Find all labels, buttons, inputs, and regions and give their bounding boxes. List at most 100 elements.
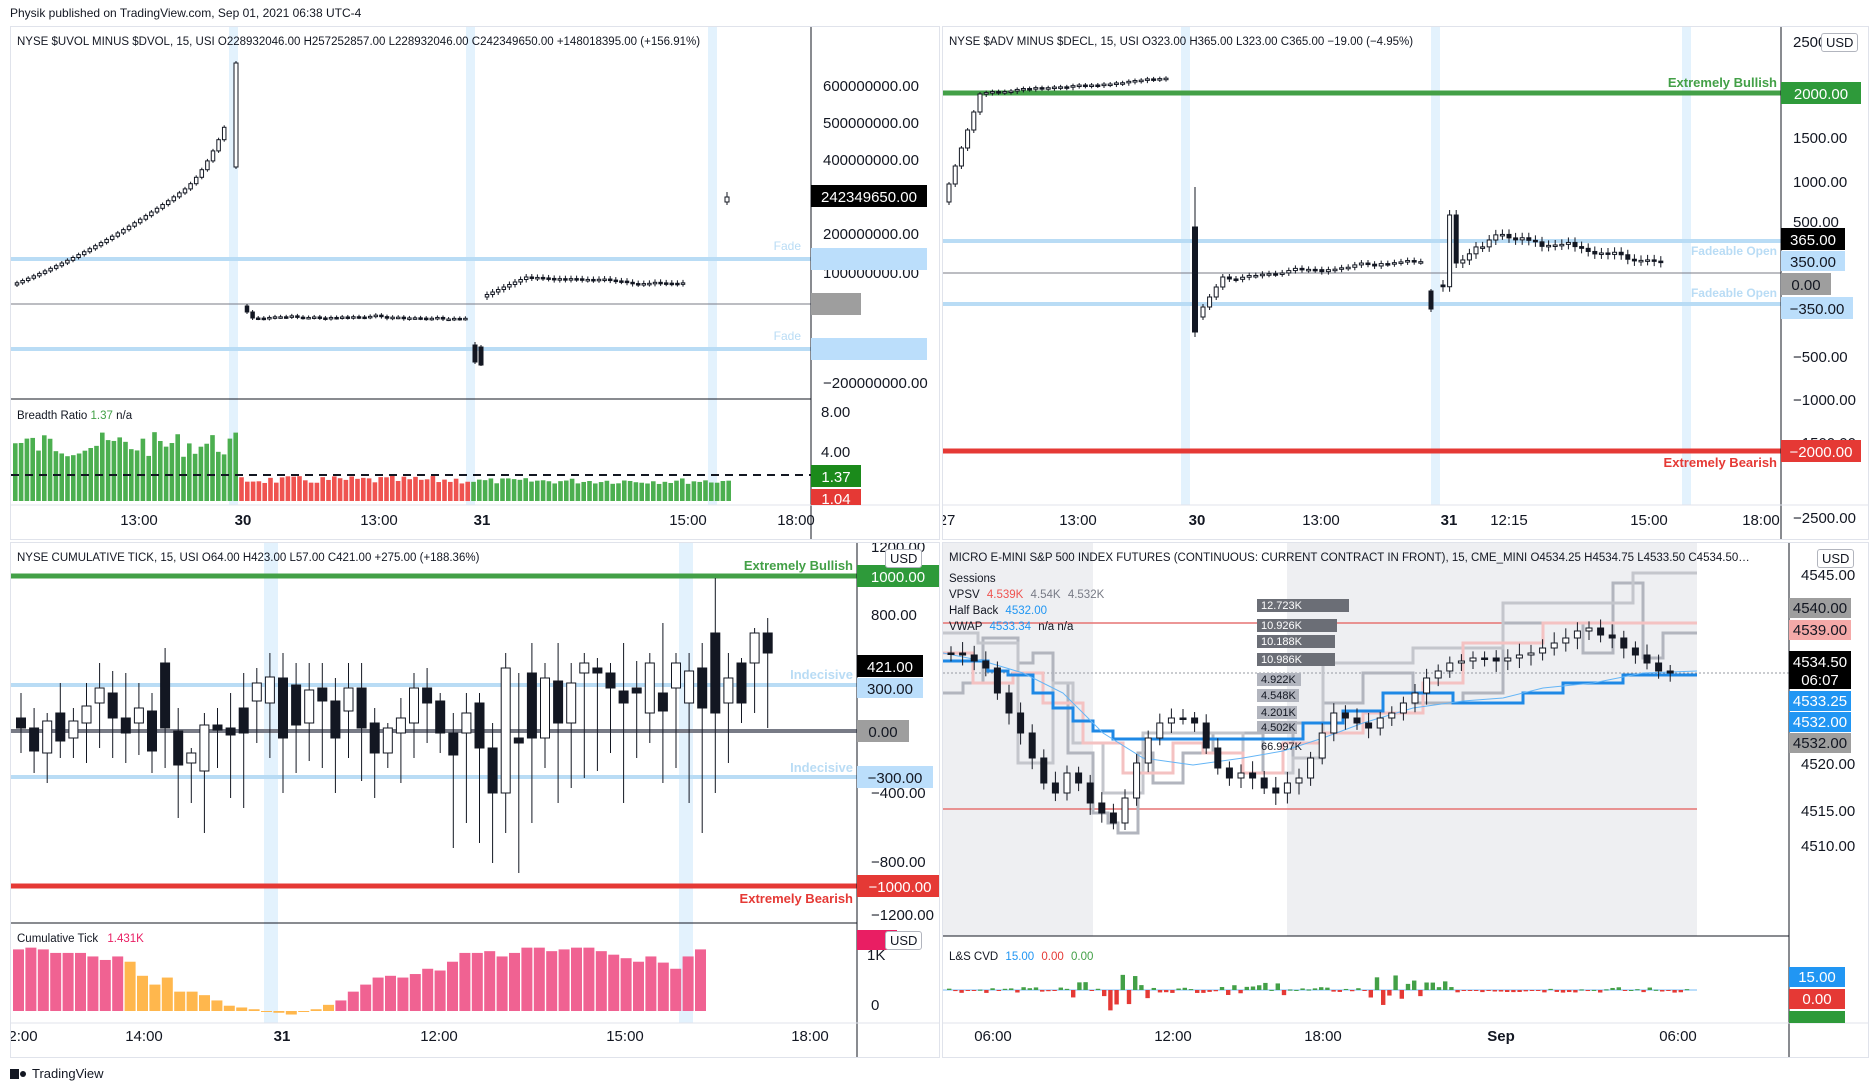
breadth-bar bbox=[320, 477, 325, 501]
adv-title: NYSE $ADV MINUS $DECL, 15, USI O323.00 H… bbox=[949, 36, 1414, 48]
candle-body bbox=[25, 277, 31, 282]
candle-body bbox=[1481, 657, 1489, 660]
candle-body bbox=[1585, 627, 1593, 632]
candle-body bbox=[379, 314, 384, 318]
candle-body bbox=[1086, 782, 1094, 804]
tradingview-footer[interactable]: TradingView bbox=[10, 1066, 104, 1081]
candle-body bbox=[283, 316, 289, 319]
candle-body bbox=[1020, 88, 1026, 91]
breadth-bar bbox=[703, 480, 708, 501]
candle-body bbox=[1618, 251, 1624, 256]
breadth-ratio-value: 1.37 bbox=[90, 410, 113, 422]
candle-body bbox=[1027, 88, 1033, 91]
candle-body bbox=[1655, 662, 1663, 672]
chart-panel-adv[interactable]: Extremely Bullish Extremely Bearish Fade… bbox=[942, 26, 1869, 540]
breadth-bar bbox=[639, 482, 644, 501]
chart-panel-uvol[interactable]: 600000000.00500000000.00400000000.003000… bbox=[10, 26, 940, 540]
cvd-bar bbox=[1622, 990, 1628, 991]
breadth-bar bbox=[187, 443, 192, 501]
breadth-bar bbox=[674, 480, 679, 501]
adv-xtick: 12:15 bbox=[1490, 512, 1528, 529]
adv-chart-canvas[interactable]: Extremely Bullish Extremely Bearish Fade… bbox=[943, 27, 1868, 539]
candle-body bbox=[143, 215, 149, 220]
candle-body bbox=[1388, 712, 1396, 719]
candle-body bbox=[495, 289, 501, 293]
uvol-time-axis[interactable]: 13:00 30 13:00 31 15:00 18:00 bbox=[120, 512, 815, 529]
candle-body bbox=[1240, 276, 1246, 280]
breadth-bar bbox=[42, 435, 47, 501]
adv-time-axis[interactable]: 27 13:00 30 13:00 31 12:15 15:00 18:00 bbox=[943, 512, 1780, 529]
adv-price-tag: 365.00 bbox=[1790, 232, 1836, 249]
cvd-bar bbox=[1157, 990, 1163, 993]
candle-body bbox=[1666, 670, 1674, 674]
mes-ytick: 4545.00 bbox=[1801, 567, 1855, 584]
cvd-bar bbox=[1430, 982, 1435, 990]
candle-body bbox=[311, 316, 317, 319]
breadth-bar bbox=[361, 477, 366, 501]
cum-tick-bar bbox=[583, 947, 595, 1011]
candle-body bbox=[1028, 732, 1036, 759]
adv-xtick: 18:00 bbox=[1742, 512, 1780, 529]
chart-panel-mes[interactable]: 12.723K 10.926K 10.188K 10.986K 4.922K 4.548K… bbox=[942, 542, 1869, 1058]
mes-price-axis[interactable]: 4545.00 4520.00 4515.00 4510.00 bbox=[1801, 567, 1855, 855]
cvd-bar bbox=[1009, 988, 1014, 990]
uvol-price-tag-bg bbox=[811, 185, 927, 207]
candle-body bbox=[1658, 260, 1664, 264]
candle-body bbox=[1058, 86, 1064, 89]
candle-body bbox=[42, 270, 48, 274]
candle-body bbox=[1259, 273, 1265, 277]
cvd-bar bbox=[1350, 990, 1355, 992]
candle-body bbox=[1332, 268, 1338, 272]
breadth-bar bbox=[424, 479, 430, 501]
mes-chart-canvas[interactable]: 12.723K 10.926K 10.188K 10.986K 4.922K 4.548K… bbox=[943, 543, 1868, 1057]
candle-body bbox=[1504, 657, 1512, 662]
adv-currency-button[interactable]: USD bbox=[1821, 33, 1859, 52]
cvd-bar bbox=[984, 990, 989, 993]
breadth-bar bbox=[442, 479, 447, 501]
candle-body bbox=[1638, 259, 1644, 263]
cvd-bar bbox=[990, 988, 995, 990]
tick-sub-currency-button[interactable]: USD bbox=[885, 931, 923, 950]
cvd-bar bbox=[1666, 990, 1671, 991]
cum-tick-bar bbox=[409, 974, 421, 1011]
candle-body bbox=[1440, 284, 1446, 288]
candle-body bbox=[1095, 84, 1101, 87]
uvol-fade-tag-bg-lower bbox=[811, 338, 927, 360]
tick-currency-button[interactable]: USD bbox=[885, 549, 923, 568]
tick-tag-bottom-bg bbox=[857, 875, 939, 897]
cum-tick-bar bbox=[161, 977, 173, 1011]
tick-tag-zero-bg bbox=[857, 720, 909, 742]
breadth-bar bbox=[482, 480, 488, 501]
cum-tick-bar bbox=[571, 947, 582, 1011]
tick-chart-canvas[interactable]: Extremely Bullish Extremely Bearish Inde… bbox=[11, 543, 939, 1057]
candle-body bbox=[186, 752, 197, 764]
breadth-bar bbox=[53, 451, 59, 501]
cvd-bar bbox=[1604, 989, 1609, 991]
adv-xtick: 15:00 bbox=[1630, 512, 1668, 529]
vp-bar bbox=[1257, 673, 1301, 686]
candle-body bbox=[1144, 737, 1152, 764]
breadth-bar bbox=[453, 478, 459, 501]
candle-body bbox=[1070, 85, 1076, 88]
breadth-bar bbox=[500, 478, 505, 501]
breadth-bar bbox=[448, 481, 453, 501]
cvd-bar bbox=[1331, 990, 1336, 992]
candle-body bbox=[1089, 84, 1095, 87]
cvd-bar bbox=[1095, 988, 1101, 990]
breadth-bar bbox=[117, 437, 122, 501]
chart-panel-tick[interactable]: Extremely Bullish Extremely Bearish Inde… bbox=[10, 542, 940, 1058]
mes-currency-button[interactable]: USD bbox=[1817, 549, 1855, 568]
extremely-bullish-label: Extremely Bullish bbox=[744, 558, 853, 573]
cvd-bar bbox=[1554, 990, 1559, 992]
breadth-bar bbox=[465, 481, 470, 501]
candle-body bbox=[1365, 262, 1371, 266]
candle-body bbox=[1651, 259, 1657, 262]
candle-body bbox=[1040, 757, 1048, 784]
tick-time-axis[interactable]: 2:00 14:00 31 12:00 15:00 18:00 bbox=[11, 1028, 829, 1045]
cum-tick-bar bbox=[484, 951, 496, 1011]
mes-tag-d-bg bbox=[1789, 712, 1851, 732]
mes-time-axis[interactable]: 06:00 12:00 18:00 Sep 06:00 bbox=[974, 1028, 1697, 1045]
uvol-chart-canvas[interactable]: 600000000.00500000000.00400000000.003000… bbox=[11, 27, 939, 539]
candle-body bbox=[107, 692, 118, 719]
cum-tick-ytick: 0 bbox=[871, 997, 879, 1014]
